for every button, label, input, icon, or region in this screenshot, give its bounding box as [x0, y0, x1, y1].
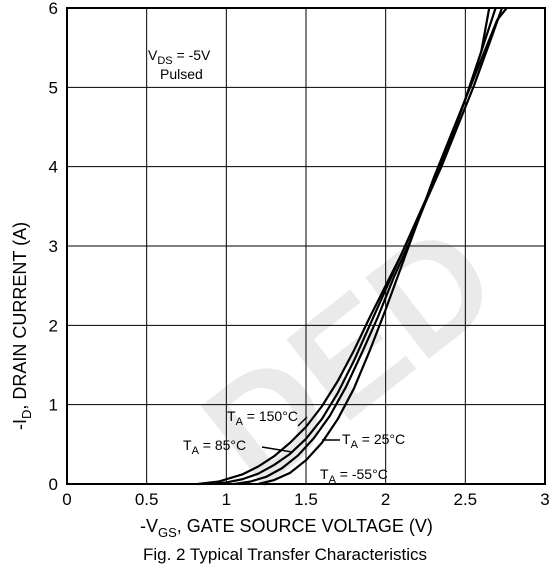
y-tick-label: 1: [49, 396, 58, 415]
y-tick-label: 3: [49, 237, 58, 256]
x-tick-label: 2: [381, 490, 390, 509]
series-label-150c: TA = 150°C: [227, 408, 298, 428]
series-label-minus55c: TA = -55°C: [320, 466, 388, 486]
series-line: [210, 7, 497, 486]
y-axis-label: -ID, DRAIN CURRENT (A): [10, 222, 34, 430]
y-tick-label: 2: [49, 316, 58, 335]
series-line: [234, 7, 504, 486]
x-tick-label: 1.5: [294, 490, 318, 509]
x-tick-label: 2.5: [454, 490, 478, 509]
figure-caption: Fig. 2 Typical Transfer Characteristics: [143, 545, 427, 564]
x-tick-label: 0.5: [135, 490, 159, 509]
leader-85c: [261, 446, 293, 453]
curves: [197, 7, 508, 486]
vds-condition: VDS = -5V: [148, 47, 211, 67]
x-tick-label: 0: [62, 490, 71, 509]
plot-frame: [66, 7, 546, 485]
y-tick-label: 0: [49, 475, 58, 494]
series-label-85c: TA = 85°C: [183, 437, 246, 457]
series-label-25c: TA = 25°C: [342, 431, 405, 451]
series-line: [257, 7, 508, 486]
pulsed-condition: Pulsed: [160, 66, 203, 82]
y-tick-label: 6: [49, 0, 58, 18]
x-tick-labels: 0 0.5 1 1.5 2 2.5 3: [62, 490, 549, 509]
y-tick-labels: 0 1 2 3 4 5 6: [49, 0, 58, 494]
x-tick-label: 3: [540, 490, 549, 509]
x-tick-label: 1: [222, 490, 231, 509]
y-tick-label: 4: [49, 158, 58, 177]
leader-150c: [297, 416, 308, 427]
x-axis-label: -VGS, GATE SOURCE VOLTAGE (V): [140, 516, 433, 540]
y-tick-label: 5: [49, 78, 58, 97]
